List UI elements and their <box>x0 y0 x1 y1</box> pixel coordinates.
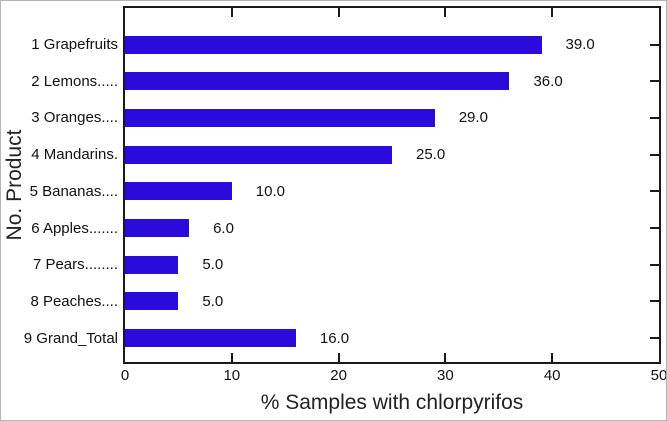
category-label: 2 Lemons..... <box>31 72 118 90</box>
bar <box>125 182 232 201</box>
bar-value-label: 36.0 <box>533 72 563 90</box>
x-axis-tick-label: 10 <box>223 367 241 384</box>
bar-value-label: 5.0 <box>202 256 224 274</box>
category-right-tick <box>650 43 659 46</box>
x-axis-tick-label: 40 <box>543 367 561 384</box>
x-axis-bottom-tick <box>230 353 233 362</box>
x-axis-tick-label: 0 <box>120 367 130 384</box>
bar-value-label: 25.0 <box>416 146 446 164</box>
x-axis-top-tick <box>230 8 233 17</box>
category-label: 6 Apples....... <box>31 219 118 237</box>
x-axis-tick-label: 20 <box>330 367 347 384</box>
category-right-tick <box>650 263 659 266</box>
category-label: 4 Mandarins. <box>31 146 118 164</box>
x-axis-top-tick <box>444 8 447 17</box>
category-right-tick <box>650 116 659 119</box>
category-label: 1 Grapefruits <box>31 36 118 53</box>
category-label: 8 Peaches.... <box>30 292 118 310</box>
bar <box>125 219 190 237</box>
x-axis-tick-label: 50 <box>650 367 667 384</box>
bar-value-label: 29.0 <box>458 109 488 127</box>
category-label: 3 Oranges.... <box>31 109 118 127</box>
bar <box>125 329 296 348</box>
category-right-tick <box>650 337 659 340</box>
bar <box>125 72 510 91</box>
x-axis-bottom-tick <box>444 353 447 362</box>
bar-value-label: 6.0 <box>213 219 234 237</box>
bar-value-label: 39.0 <box>565 36 595 53</box>
category-right-tick <box>650 190 659 193</box>
category-right-tick <box>650 80 659 83</box>
x-axis-bottom-tick <box>551 353 554 362</box>
category-right-tick <box>650 153 659 156</box>
bar <box>125 255 179 274</box>
x-axis-bottom-tick <box>337 353 340 362</box>
bar-value-label: 10.0 <box>255 182 285 200</box>
x-axis-top-tick <box>337 8 340 17</box>
x-axis-top-tick <box>551 8 554 17</box>
bar-value-label: 16.0 <box>319 329 350 347</box>
plot-area: 39.0 36.0 29.0 25.0 10.0 6.0 5.0 5.0 16.0 <box>125 8 659 362</box>
category-label: 5 Bananas.... <box>29 182 118 200</box>
x-axis-tick-label: 30 <box>437 367 454 384</box>
bar-value-label: 5.0 <box>202 292 224 310</box>
x-axis-title: % Samples with chlorpyrifos <box>260 391 524 414</box>
category-label: 7 Pears........ <box>32 256 118 274</box>
category-right-tick <box>650 300 659 303</box>
bar <box>125 108 435 127</box>
bar <box>125 35 542 54</box>
category-label: 9 Grand_Total <box>23 329 118 347</box>
category-right-tick <box>650 227 659 229</box>
bar <box>125 145 392 164</box>
bar <box>125 292 179 311</box>
